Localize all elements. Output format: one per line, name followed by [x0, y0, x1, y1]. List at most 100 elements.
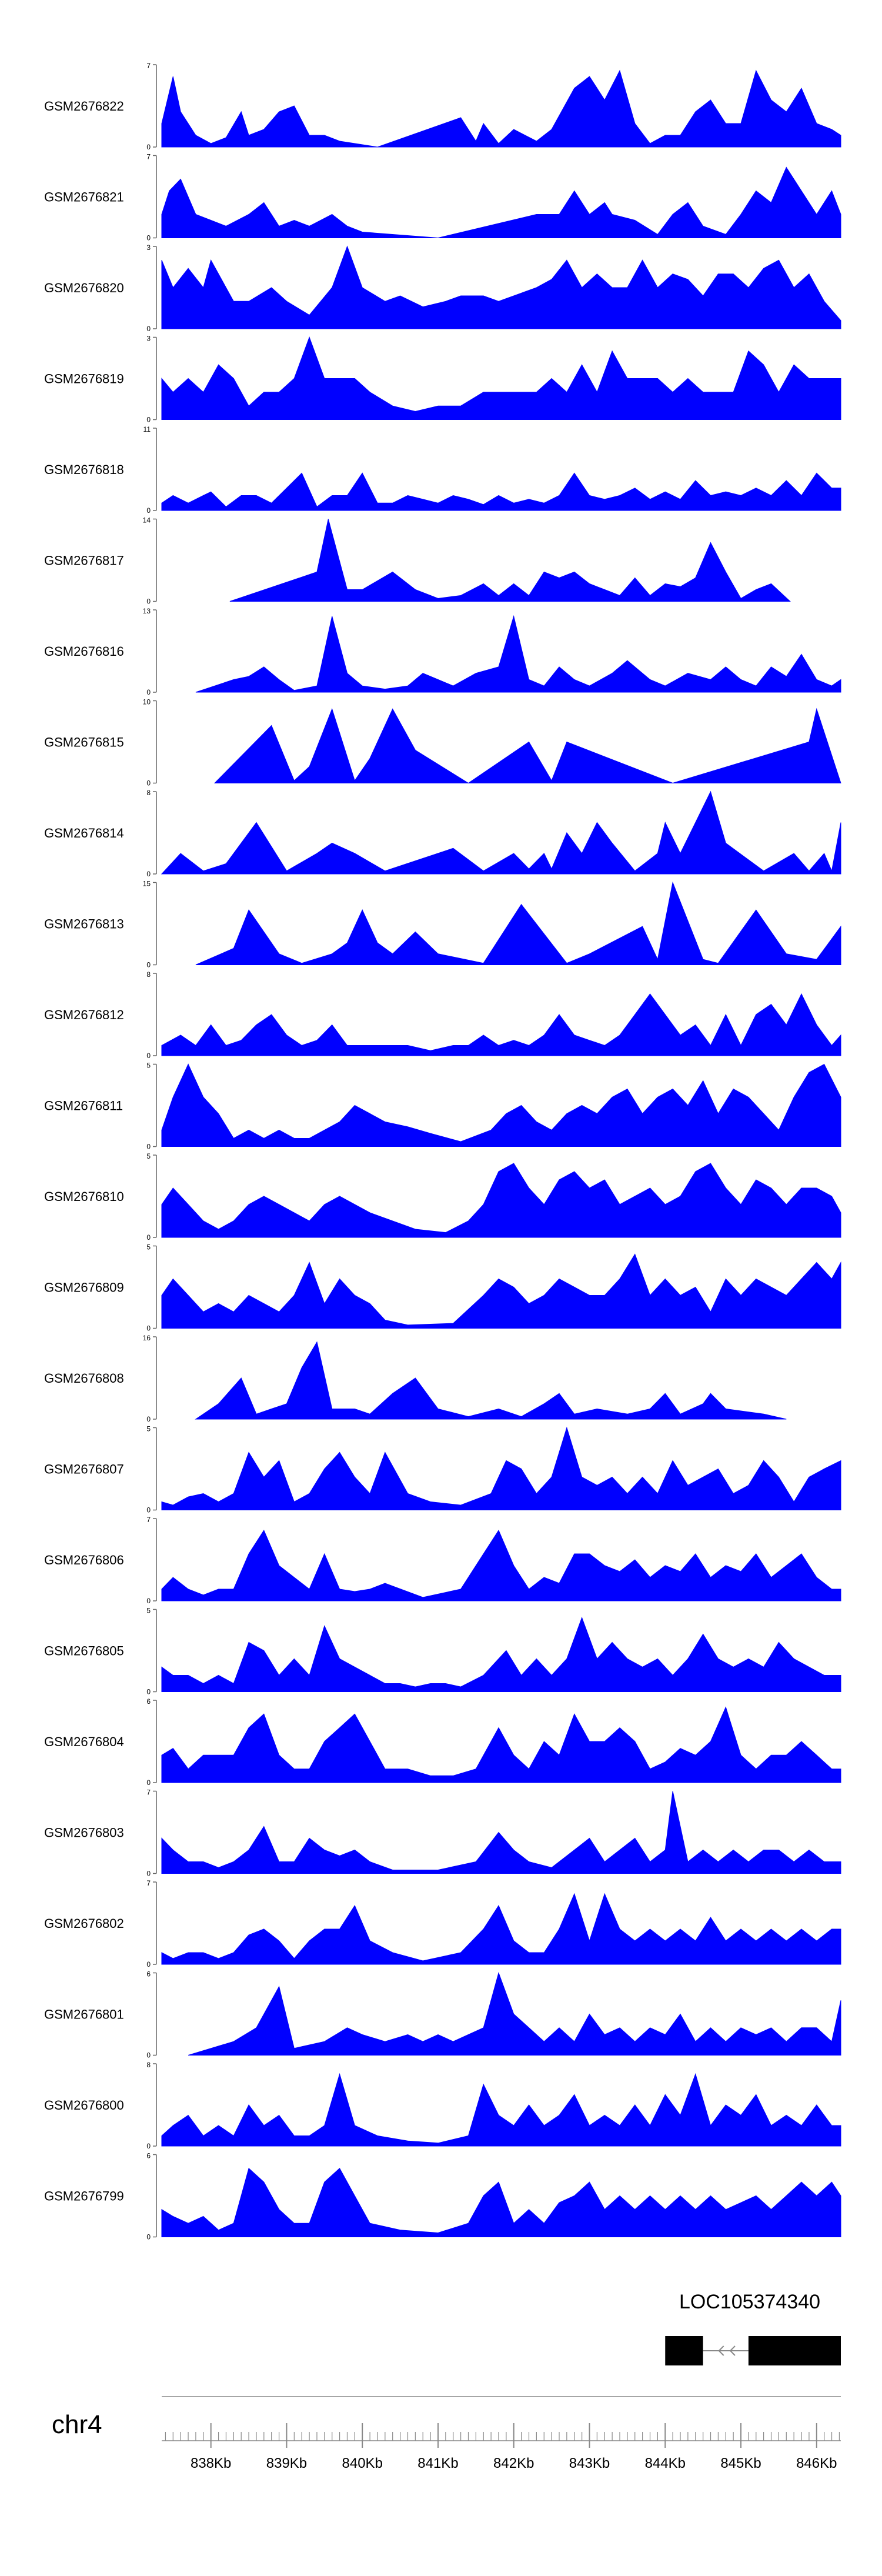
track-label: GSM2676803	[44, 1826, 124, 1840]
coverage-area	[195, 881, 841, 965]
y-zero-label: 0	[146, 2233, 151, 2241]
track-GSM2676822: GSM2676822 7 0	[44, 62, 841, 151]
y-zero-label: 0	[146, 325, 151, 333]
track-GSM2676808: GSM2676808 16 0	[44, 1334, 787, 1423]
track-GSM2676799: GSM2676799 6 0	[44, 2152, 841, 2241]
axis-tick-label: 838Kb	[191, 2455, 231, 2471]
y-max-label: 6	[146, 1970, 151, 1978]
track-label: GSM2676814	[44, 826, 124, 840]
y-max-label: 6	[146, 2152, 151, 2160]
track-GSM2676813: GSM2676813 15 0	[44, 880, 841, 969]
coverage-area	[161, 1893, 841, 1965]
y-zero-label: 0	[146, 1960, 151, 1968]
y-zero-label: 0	[146, 598, 151, 606]
coverage-area	[213, 708, 841, 784]
track-label: GSM2676808	[44, 1371, 124, 1386]
coverage-area	[161, 1163, 841, 1238]
track-GSM2676819: GSM2676819 3 0	[44, 335, 841, 424]
y-max-label: 14	[143, 516, 151, 525]
track-label: GSM2676813	[44, 917, 124, 932]
coverage-area	[195, 615, 841, 693]
y-zero-label: 0	[146, 2051, 151, 2060]
gene-label: LOC105374340	[679, 2291, 820, 2313]
track-label: GSM2676801	[44, 2007, 124, 2022]
y-zero-label: 0	[146, 688, 151, 696]
y-zero-label: 0	[146, 416, 151, 424]
track-layer: GSM267682270GSM267682170GSM267682030GSM2…	[44, 62, 841, 2241]
y-max-label: 3	[146, 243, 151, 252]
y-max-label: 5	[146, 1062, 151, 1070]
track-GSM2676810: GSM2676810 5 0	[44, 1152, 841, 1242]
track-label: GSM2676820	[44, 281, 124, 295]
track-label: GSM2676807	[44, 1462, 124, 1477]
y-max-label: 16	[143, 1334, 151, 1342]
track-GSM2676815: GSM2676815 10 0	[44, 698, 841, 788]
axis-tick-label: 845Kb	[720, 2455, 761, 2471]
track-label: GSM2676805	[44, 1644, 124, 1659]
track-GSM2676803: GSM2676803 7 0	[44, 1788, 841, 1878]
coverage-area	[161, 245, 841, 329]
y-zero-label: 0	[146, 1597, 151, 1605]
y-max-label: 8	[146, 970, 151, 979]
track-label: GSM2676802	[44, 1916, 124, 1931]
y-zero-label: 0	[146, 870, 151, 878]
track-label: GSM2676811	[44, 1099, 123, 1113]
y-max-label: 15	[143, 880, 151, 888]
track-GSM2676805: GSM2676805 5 0	[44, 1607, 841, 1696]
y-zero-label: 0	[146, 961, 151, 969]
track-GSM2676820: GSM2676820 3 0	[44, 243, 841, 333]
y-zero-label: 0	[146, 1688, 151, 1696]
coverage-area	[161, 1063, 841, 1147]
track-label: GSM2676818	[44, 462, 124, 477]
y-zero-label: 0	[146, 1052, 151, 1060]
y-zero-label: 0	[146, 1233, 151, 1242]
coverage-area	[188, 1971, 841, 2056]
y-zero-label: 0	[146, 234, 151, 242]
track-GSM2676806: GSM2676806 7 0	[44, 1516, 841, 1605]
y-max-label: 8	[146, 2061, 151, 2069]
coverage-area	[161, 1426, 841, 1510]
axis-tick-label: 844Kb	[645, 2455, 686, 2471]
y-max-label: 5	[146, 1152, 151, 1160]
gene-exon	[665, 2336, 703, 2365]
gene-model	[665, 2336, 841, 2365]
y-max-label: 7	[146, 153, 151, 161]
track-label: GSM2676817	[44, 553, 124, 568]
axis-tick-label: 842Kb	[493, 2455, 534, 2471]
coverage-area	[229, 519, 791, 602]
track-label: GSM2676815	[44, 735, 124, 750]
track-label: GSM2676804	[44, 1734, 124, 1749]
y-max-label: 8	[146, 789, 151, 797]
axis-tick-label: 841Kb	[417, 2455, 458, 2471]
track-GSM2676812: GSM2676812 8 0	[44, 970, 841, 1060]
coverage-area	[161, 69, 841, 148]
y-zero-label: 0	[146, 1778, 151, 1787]
coverage-area	[161, 790, 841, 875]
track-GSM2676800: GSM2676800 8 0	[44, 2061, 841, 2150]
coverage-area	[161, 2167, 841, 2237]
coverage-area	[161, 993, 841, 1056]
y-zero-label: 0	[146, 1506, 151, 1514]
track-GSM2676807: GSM2676807 5 0	[44, 1425, 841, 1514]
track-GSM2676816: GSM2676816 13 0	[44, 607, 841, 696]
y-zero-label: 0	[146, 2142, 151, 2150]
track-label: GSM2676812	[44, 1007, 124, 1022]
gene-exon	[748, 2336, 841, 2365]
axis-tick-label: 840Kb	[342, 2455, 383, 2471]
y-max-label: 11	[143, 425, 151, 433]
y-zero-label: 0	[146, 1415, 151, 1423]
track-GSM2676821: GSM2676821 7 0	[44, 153, 841, 242]
coverage-area	[161, 1706, 841, 1783]
track-label: GSM2676821	[44, 190, 124, 205]
coverage-area	[161, 336, 841, 420]
track-GSM2676814: GSM2676814 8 0	[44, 789, 841, 878]
coverage-area	[161, 1791, 841, 1874]
axis-tick-label: 843Kb	[569, 2455, 610, 2471]
y-max-label: 13	[143, 607, 151, 615]
y-max-label: 5	[146, 1607, 151, 1615]
y-max-label: 7	[146, 1516, 151, 1524]
coverage-area	[161, 166, 841, 239]
coverage-area	[161, 1529, 841, 1601]
y-max-label: 10	[143, 698, 151, 706]
coverage-area	[161, 2073, 841, 2147]
